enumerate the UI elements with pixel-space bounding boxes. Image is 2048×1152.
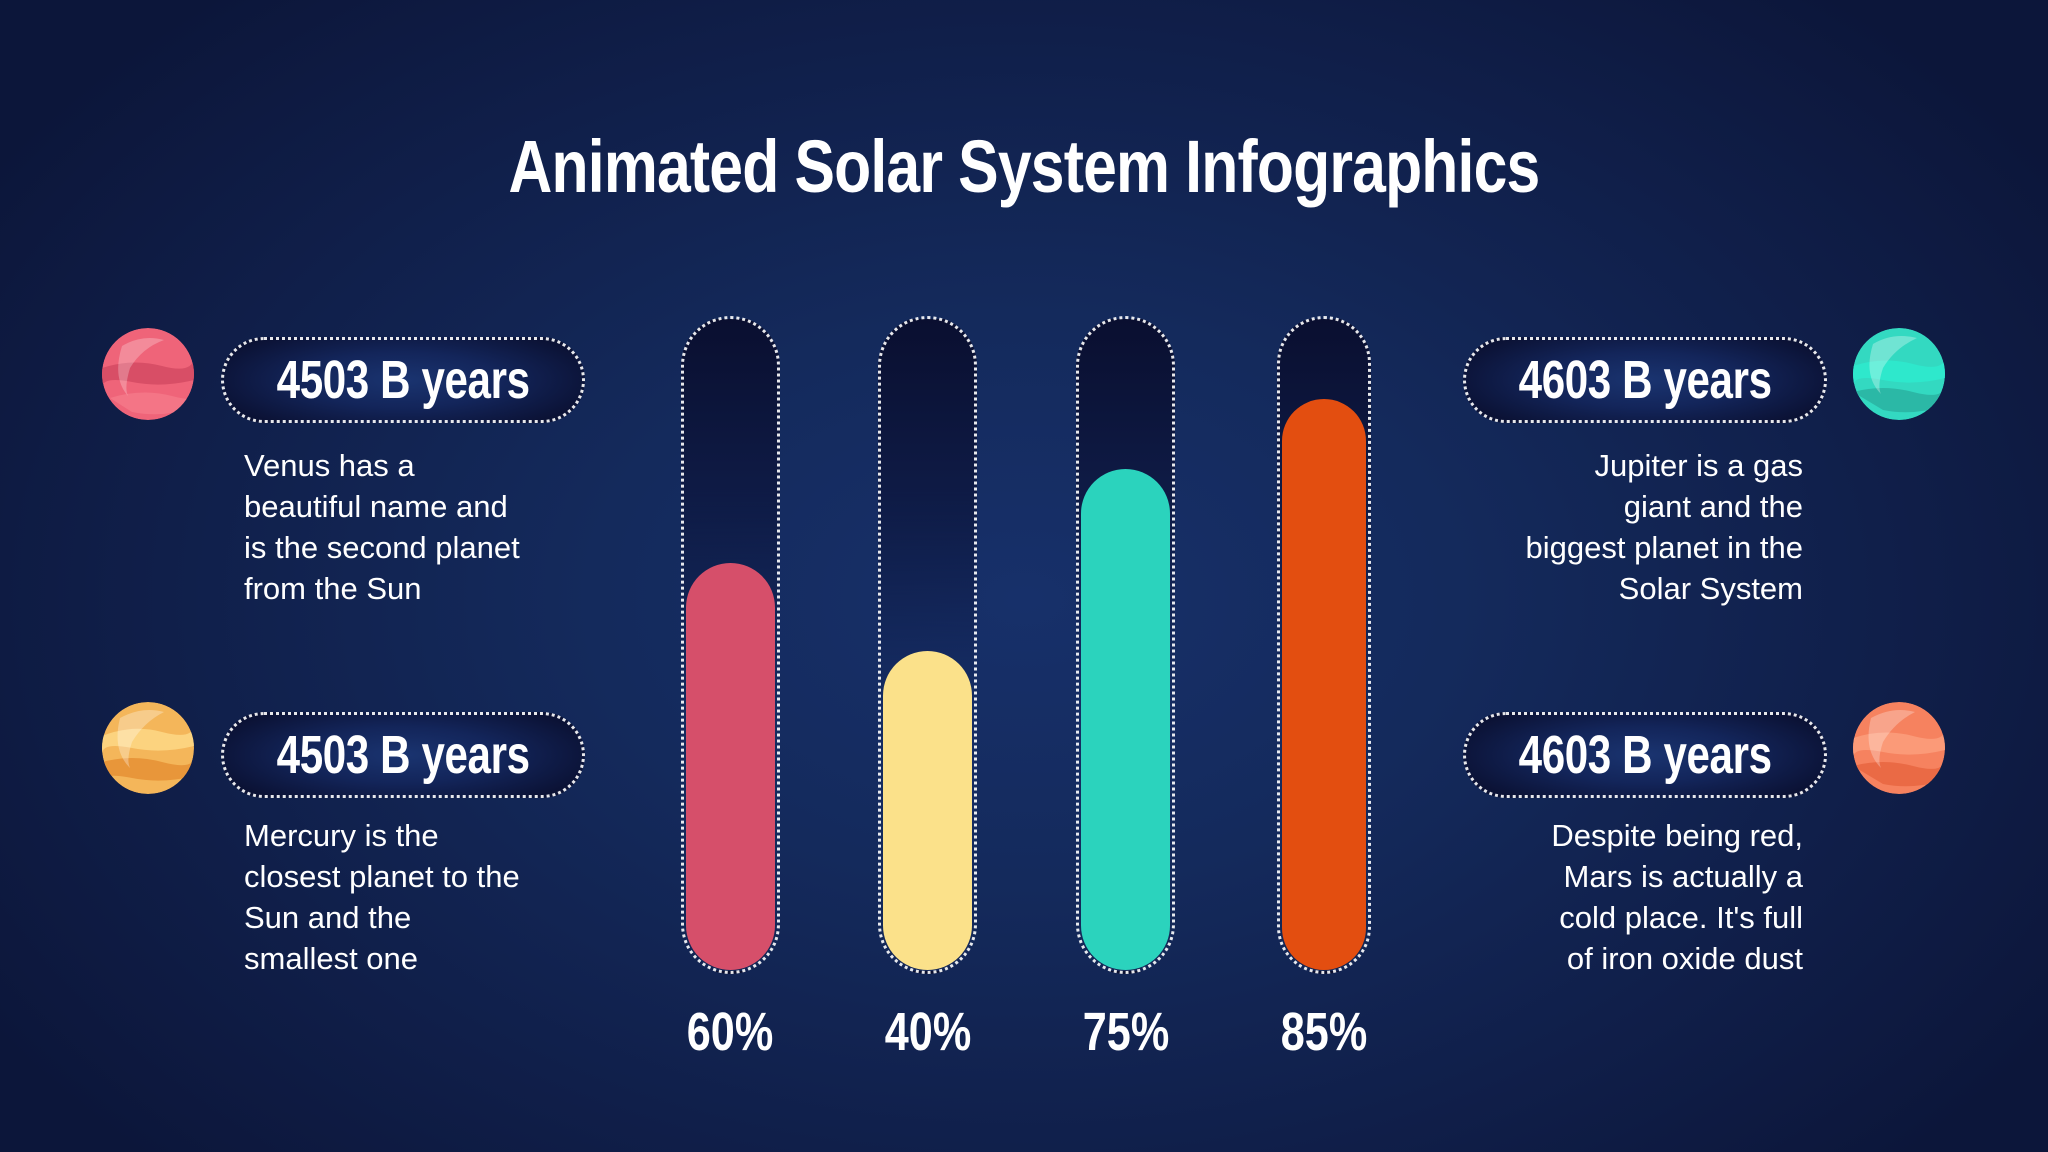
venus-value-pill: 4503 B years xyxy=(221,337,585,423)
mercury-description: Mercury is the closest planet to the Sun… xyxy=(244,818,520,976)
mars-value-pill: 4603 B years xyxy=(1463,712,1827,798)
page-title: Animated Solar System Infographics xyxy=(508,125,1541,208)
mercury-planet-icon xyxy=(102,702,194,794)
mars-value: 4603 B years xyxy=(1518,725,1772,785)
venus-value: 4503 B years xyxy=(276,350,530,410)
jupiter-planet-icon xyxy=(1853,328,1945,420)
jupiter-value-pill: 4603 B years xyxy=(1463,337,1827,423)
bar-fill-2 xyxy=(883,651,972,970)
bar-label-2: 40% xyxy=(884,1002,972,1062)
mercury-value: 4503 B years xyxy=(276,725,530,785)
bar-track-1 xyxy=(681,316,780,974)
bar-label-4: 85% xyxy=(1280,1002,1368,1062)
mars-planet-icon xyxy=(1853,702,1945,794)
jupiter-description: Jupiter is a gas giant and the biggest p… xyxy=(1525,448,1804,606)
venus-planet-icon xyxy=(102,328,194,420)
bar-track-4 xyxy=(1277,316,1371,974)
venus-description: Venus has a beautiful name and is the se… xyxy=(244,448,520,606)
bar-track-2 xyxy=(878,316,977,974)
bar-fill-3 xyxy=(1081,469,1170,970)
mercury-value-pill: 4503 B years xyxy=(221,712,585,798)
bar-fill-4 xyxy=(1282,399,1366,970)
bar-label-1: 60% xyxy=(686,1002,774,1062)
jupiter-value: 4603 B years xyxy=(1518,350,1772,410)
bar-track-3 xyxy=(1076,316,1175,974)
bar-fill-1 xyxy=(686,563,775,970)
bar-label-3: 75% xyxy=(1082,1002,1170,1062)
mars-description: Despite being red, Mars is actually a co… xyxy=(1551,818,1803,976)
